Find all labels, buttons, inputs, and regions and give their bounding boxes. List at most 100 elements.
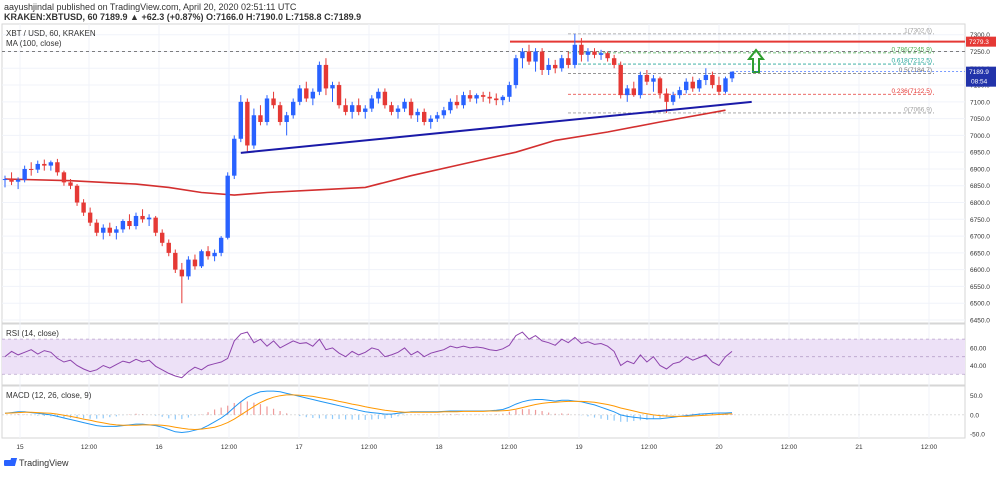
y-tick-label: 6900.0: [970, 166, 990, 173]
candle: [631, 81, 636, 97]
candle-body: [94, 222, 99, 233]
candle: [192, 254, 198, 270]
candle: [526, 44, 532, 65]
resistance-tag-bg: [966, 36, 996, 47]
candle: [657, 76, 663, 99]
candle: [199, 249, 204, 268]
candle-body: [467, 95, 473, 99]
candle-body: [500, 96, 505, 101]
y-tick-label: 6850.0: [970, 183, 990, 190]
candle-body: [625, 88, 630, 96]
candle-body: [723, 78, 728, 92]
candle: [533, 48, 538, 72]
candle: [625, 85, 630, 102]
candle-body: [533, 51, 538, 62]
candle: [697, 78, 702, 92]
candle: [638, 71, 643, 99]
candle-body: [684, 81, 689, 91]
candle-body: [716, 85, 722, 92]
candle: [317, 61, 322, 96]
candle-body: [572, 44, 578, 65]
candle-body: [677, 90, 682, 96]
x-tick-label: 12:00: [781, 444, 798, 451]
candle-body: [81, 202, 86, 213]
fib-label: 0.786(7245.9): [892, 46, 932, 53]
candle-body: [186, 259, 191, 277]
candle: [153, 215, 158, 237]
tradingview-logo[interactable]: TradingView: [4, 458, 69, 468]
candle: [291, 98, 296, 119]
macd-tick-label: 50.0: [970, 393, 983, 400]
candle-body: [697, 80, 702, 89]
candle: [35, 160, 40, 173]
candle-body: [441, 110, 447, 116]
candle: [592, 48, 597, 59]
candle-body: [729, 71, 735, 79]
candle-body: [317, 64, 322, 92]
candle: [415, 108, 420, 122]
candle-body: [454, 101, 460, 106]
candle-body: [310, 91, 316, 99]
grid: [2, 24, 965, 438]
candle-body: [343, 105, 348, 112]
candle: [349, 101, 355, 119]
candle: [716, 76, 722, 96]
candle-body: [173, 252, 178, 270]
candle-body: [664, 93, 669, 102]
rsi-line: [4, 331, 733, 379]
candle: [500, 95, 505, 106]
candle-body: [120, 220, 126, 230]
candle-body: [592, 51, 597, 55]
candle: [166, 239, 171, 257]
candle: [494, 93, 499, 106]
candle: [618, 61, 623, 99]
up-arrow-shape: [746, 48, 766, 73]
candle-body: [611, 58, 617, 65]
brand-name: TradingView: [19, 458, 69, 468]
candle: [363, 105, 368, 119]
candle: [330, 81, 335, 102]
candle-body: [146, 217, 152, 220]
fib-label: 0.618(7212.5): [892, 58, 932, 65]
candle-body: [55, 162, 60, 173]
rsi-polyline: [4, 331, 733, 379]
fib-label: 0.5(7184.7): [899, 67, 932, 74]
candle-body: [258, 115, 263, 122]
candle-body: [271, 98, 276, 106]
candle: [598, 49, 604, 60]
candle: [48, 160, 54, 171]
candle-body: [474, 95, 479, 99]
candle: [729, 71, 735, 83]
candle-body: [487, 96, 492, 99]
candle-body: [22, 168, 27, 180]
macd-tick-label: 0.0: [970, 412, 979, 419]
y-tick-label: 6800.0: [970, 200, 990, 207]
candle-body: [448, 101, 453, 111]
candle-body: [382, 91, 388, 106]
candle-body: [29, 168, 34, 170]
candle: [539, 48, 545, 75]
rsi-band: [2, 338, 965, 375]
trendline: [240, 100, 752, 154]
y-tick-label: 7250.0: [970, 49, 990, 56]
y-tick-label: 7000.0: [970, 133, 990, 140]
candle: [343, 98, 348, 116]
candle: [42, 159, 47, 171]
candle-body: [349, 105, 355, 112]
candle: [94, 219, 99, 237]
candle-body: [363, 108, 368, 112]
candle: [376, 88, 381, 104]
candle: [218, 236, 224, 257]
candle-body: [657, 78, 663, 94]
y-tick-label: 7100.0: [970, 99, 990, 106]
candle-body: [435, 115, 440, 119]
candle: [382, 88, 388, 109]
macd-pane: [1, 385, 966, 439]
candle-body: [461, 95, 466, 106]
candle-body: [15, 179, 21, 182]
candle-body: [703, 74, 709, 81]
candle-body: [68, 182, 73, 186]
candle: [146, 214, 152, 227]
